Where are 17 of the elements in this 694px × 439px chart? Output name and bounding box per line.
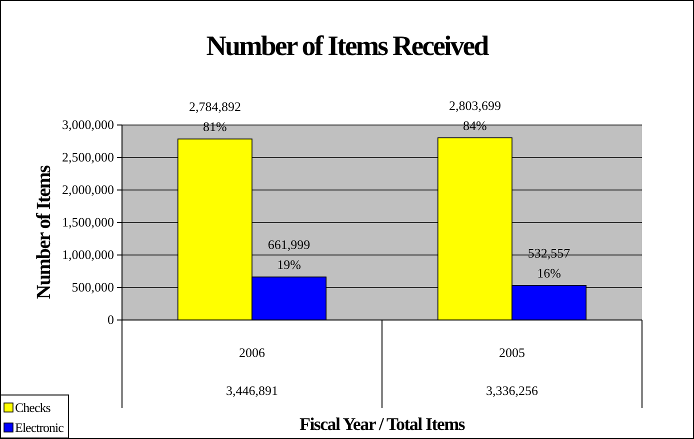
y-tick-label: 3,000,000 [62, 117, 114, 132]
y-tick-label: 500,000 [72, 280, 114, 294]
text: 3,336,256 [486, 383, 538, 398]
x-tick-label: 2005 [499, 345, 525, 360]
x-tick-label: 2006 [239, 345, 266, 360]
text: 3,446,891 [226, 383, 278, 398]
y-tick-label: 0 [108, 312, 114, 327]
y-axis-title: Number of Items [33, 164, 55, 300]
y-tick-label: 2,500,000 [62, 150, 114, 164]
y-tick-label: 2,000,000 [62, 182, 114, 197]
chart-title: Number of Items Received [206, 31, 490, 62]
data-label: 661,999 19% [268, 236, 310, 272]
y-tick-label: 1,000,000 [62, 247, 114, 262]
legend-label: Checks [15, 400, 51, 415]
x-axis-title: Fiscal Year / Total Items [300, 414, 466, 434]
y-tick-label: 1,500,000 [62, 214, 114, 230]
legend-label: Electronic [15, 420, 64, 435]
